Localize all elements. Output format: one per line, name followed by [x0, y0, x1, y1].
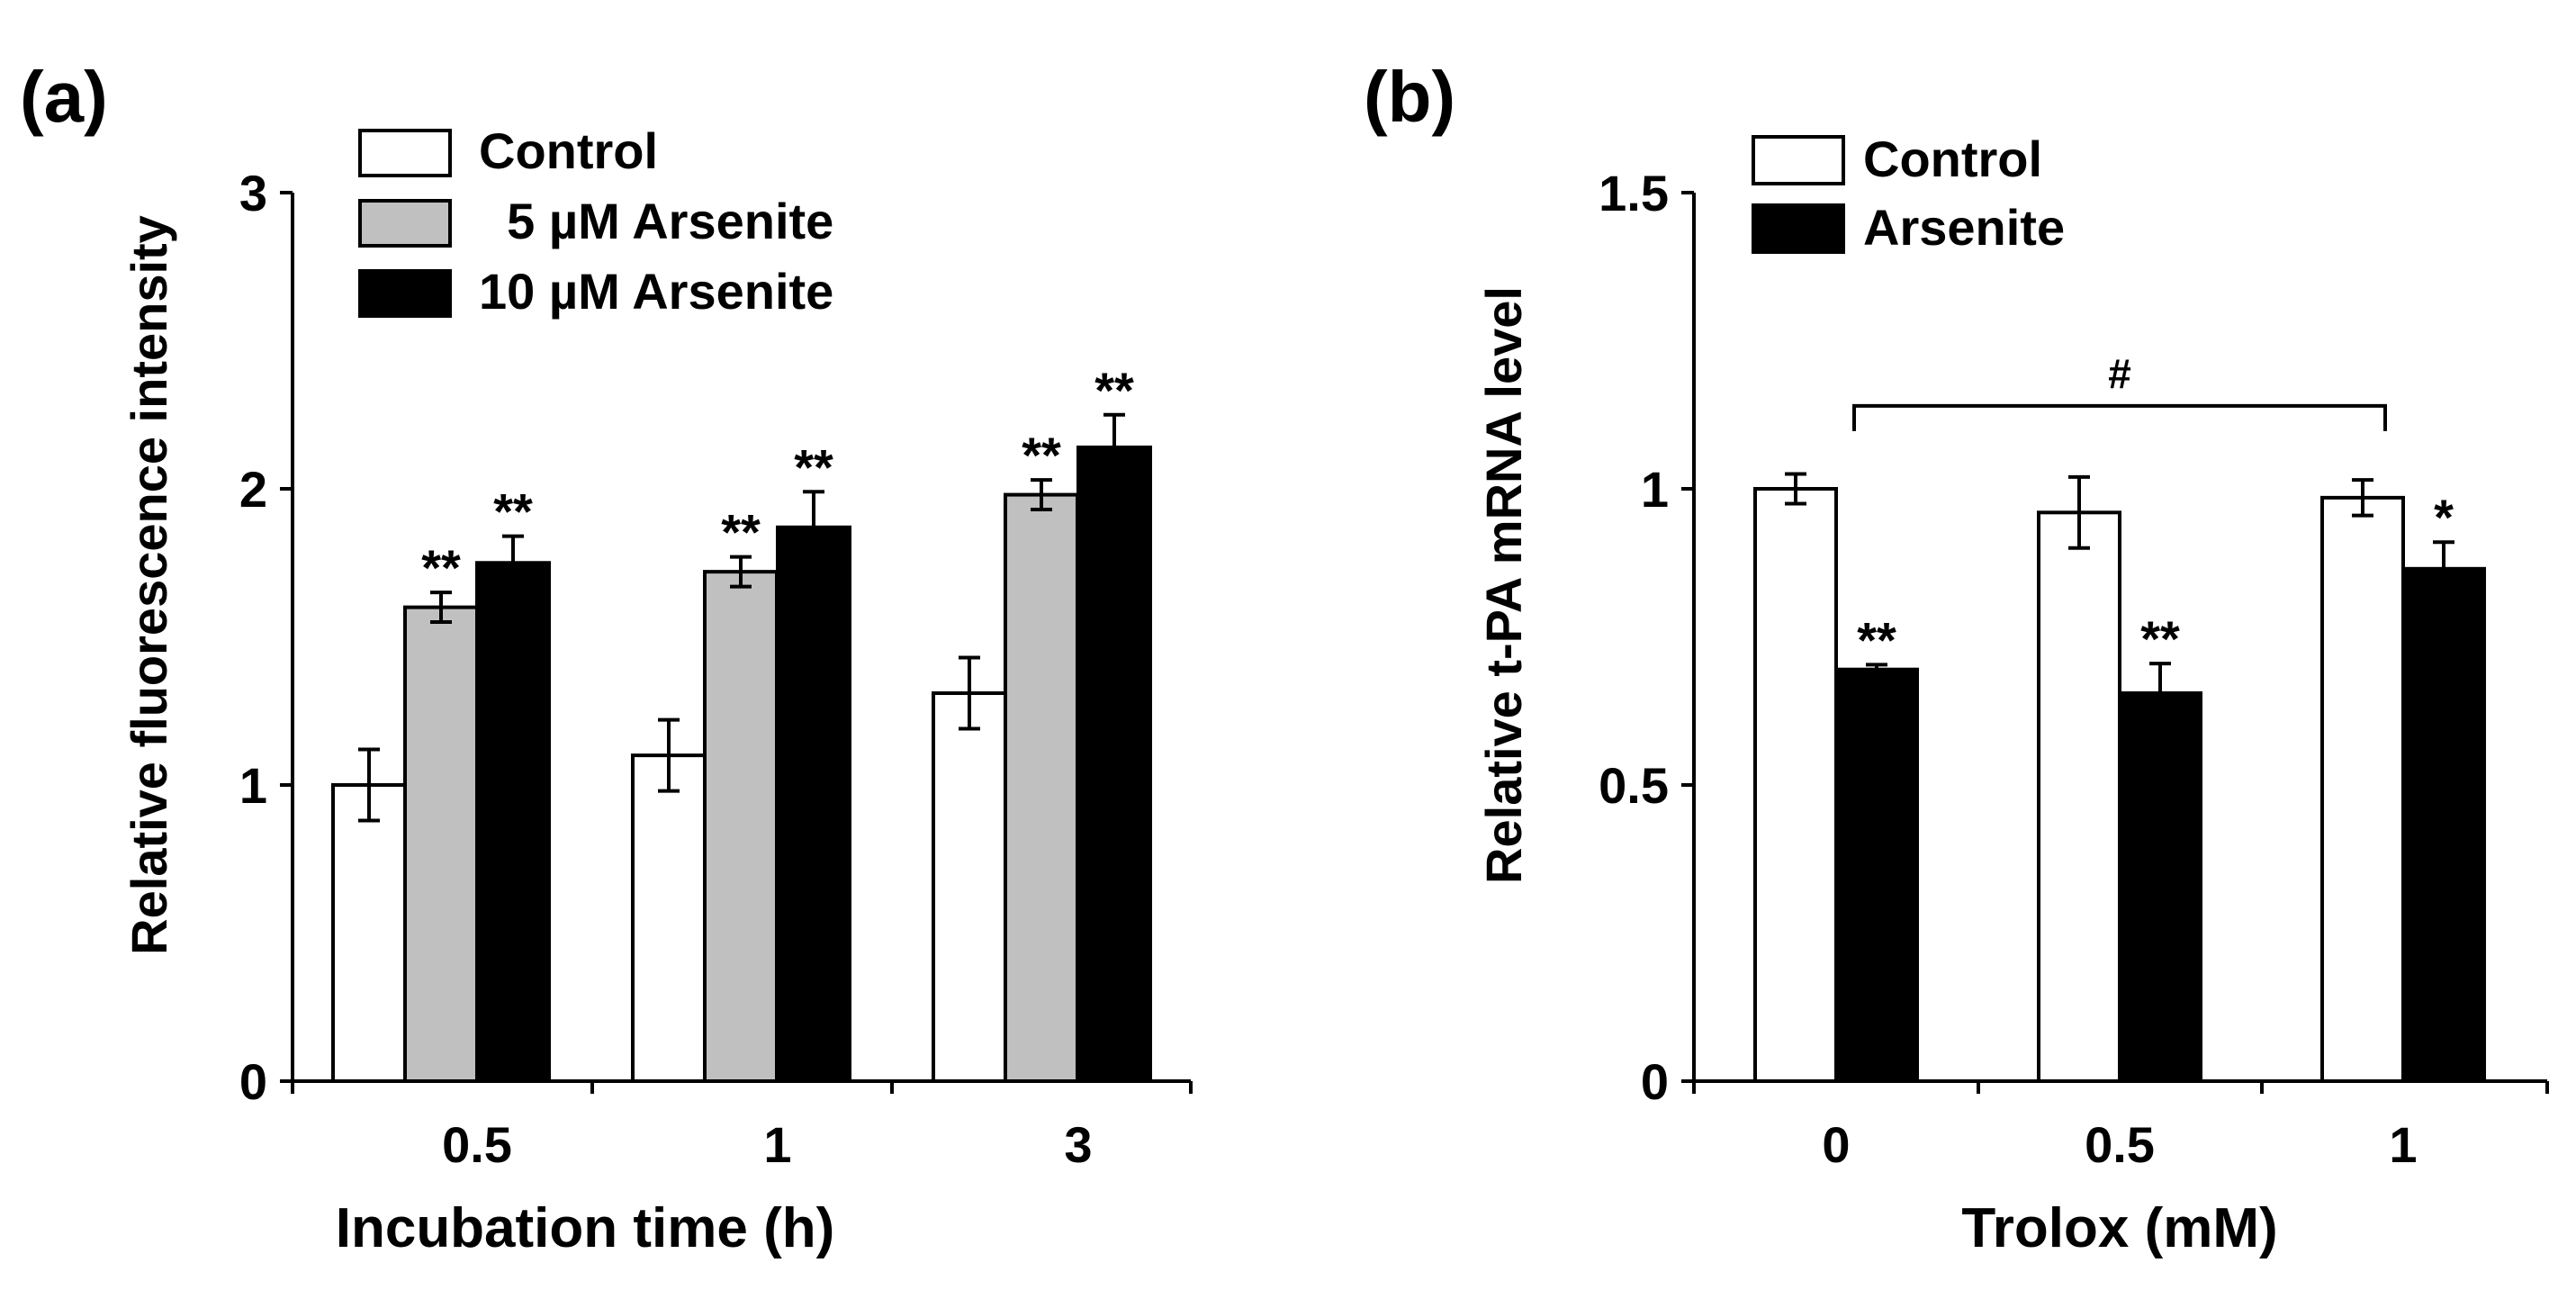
- bar: [1076, 445, 1152, 1083]
- bar: [403, 605, 479, 1083]
- x-tick-label: 1: [763, 1116, 791, 1173]
- tick-layer-b: 0 0.5 1 1.5 0 0.5 1: [1599, 165, 2549, 1173]
- significance-mark: **: [794, 438, 833, 495]
- legend-label: Control: [479, 122, 658, 179]
- legend-swatch: [358, 199, 452, 248]
- bar-layer-b: ** ***: [1753, 472, 2486, 1083]
- legend-b: Control Arsenite: [1752, 131, 2065, 256]
- y-tick-label: 0: [239, 1053, 267, 1110]
- x-axis-label-a: Incubation time (h): [336, 1197, 835, 1259]
- y-tick-label: 1: [239, 757, 267, 814]
- legend-swatch: [358, 269, 452, 318]
- bracket-label: #: [2108, 350, 2131, 397]
- panel-label-b: (b): [1364, 57, 1455, 137]
- significance-mark: **: [1857, 611, 1896, 668]
- x-axis-label-b: Trolox (mM): [1961, 1197, 2277, 1259]
- x-tick-label: 1: [2389, 1116, 2417, 1173]
- panel-a: (a) Relative fluorescence intensity Incu…: [20, 57, 1193, 1259]
- legend-a: Control 5 µM Arsenite 10 µM Arsenite: [358, 122, 833, 320]
- significance-bracket: [1852, 403, 2387, 431]
- y-tick-label: 1.5: [1599, 165, 1669, 221]
- y-tick-label: 3: [239, 165, 267, 221]
- y-axis-label-b: Relative t-PA mRNA level: [1475, 286, 1532, 884]
- bar: [703, 570, 779, 1083]
- y-tick-label: 1: [1641, 461, 1669, 518]
- bar: [2118, 691, 2202, 1083]
- bar: [1753, 487, 1838, 1083]
- y-tick-label: 0.5: [1599, 757, 1669, 814]
- bar: [331, 783, 407, 1083]
- significance-mark: **: [1022, 427, 1061, 483]
- bar: [932, 691, 1007, 1083]
- significance-mark: **: [721, 504, 761, 561]
- legend-swatch: [1752, 135, 1845, 185]
- y-tick-label: 2: [239, 461, 267, 518]
- legend-label: Control: [1863, 131, 2042, 187]
- panel-b: (b) Relative t-PA mRNA level Trolox (mM)…: [1364, 57, 2549, 1259]
- x-tick-label: 3: [1064, 1116, 1092, 1173]
- bar: [776, 525, 851, 1083]
- significance-mark: **: [493, 483, 533, 540]
- significance-mark: **: [1094, 362, 1134, 419]
- y-axis-label-a: Relative fluorescence intensity: [121, 215, 177, 955]
- bar: [2320, 495, 2405, 1083]
- bar: [1834, 667, 1919, 1083]
- significance-mark: **: [421, 539, 461, 596]
- legend-label: Arsenite: [1863, 199, 2065, 256]
- bar: [475, 561, 551, 1083]
- bar: [631, 753, 707, 1083]
- legend-label: 10 µM Arsenite: [479, 263, 833, 320]
- annotation-layer-b: #: [1852, 350, 2387, 431]
- significance-mark: *: [2434, 489, 2454, 546]
- legend-label: 5 µM Arsenite: [479, 193, 833, 249]
- y-tick-label: 0: [1641, 1053, 1669, 1110]
- x-tick-label: 0.5: [2085, 1116, 2155, 1173]
- legend-swatch: [1752, 203, 1845, 254]
- legend-swatch: [358, 129, 452, 177]
- x-tick-label: 0.5: [442, 1116, 512, 1173]
- bar: [2401, 566, 2486, 1083]
- x-tick-label: 0: [1822, 1116, 1850, 1173]
- significance-mark: **: [2140, 610, 2180, 667]
- tick-layer-a: 0 1 2 3 0.5 1 3: [239, 165, 1193, 1173]
- bar: [1004, 492, 1079, 1083]
- panel-label-a: (a): [20, 57, 108, 137]
- bar: [2037, 510, 2121, 1083]
- bar-layer-a: ** ** ** ** ** **: [331, 362, 1152, 1083]
